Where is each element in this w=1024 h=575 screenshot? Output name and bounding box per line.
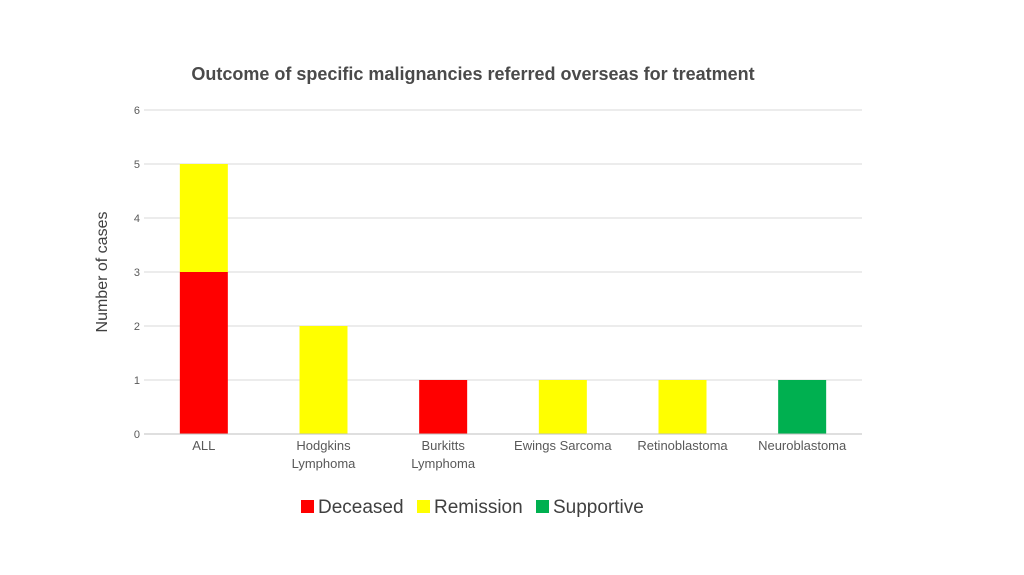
- bar-remission-4: [658, 380, 707, 434]
- y-tick-label: 5: [134, 159, 140, 171]
- bars: [179, 164, 827, 434]
- legend-label-deceased: Deceased: [318, 497, 404, 518]
- bar-remission-1: [299, 326, 348, 434]
- x-tick-label: Lymphoma: [292, 456, 357, 471]
- x-axis-ticks: ALL Hodgkins Lymphoma Burkitts Lymphoma Ewing…: [192, 438, 847, 471]
- y-tick-label: 0: [134, 429, 140, 441]
- x-tick-label: Lymphoma: [411, 456, 476, 471]
- legend: Deceased Remission Supportive: [301, 497, 644, 518]
- y-tick-label: 4: [134, 213, 140, 225]
- legend-swatch-supportive: [536, 500, 549, 513]
- bar-supportive-5: [778, 380, 827, 434]
- bar-deceased-2: [419, 380, 468, 434]
- legend-swatch-deceased: [301, 500, 314, 513]
- chart-title: Outcome of specific malignancies referre…: [191, 64, 754, 84]
- x-tick-label: Hodgkins: [296, 438, 351, 453]
- x-tick-label: ALL: [192, 438, 215, 453]
- y-axis-ticks: 0 1 2 3 4 5 6: [134, 105, 140, 441]
- gridlines: [144, 109, 862, 381]
- y-tick-label: 6: [134, 105, 140, 117]
- legend-label-remission: Remission: [434, 497, 523, 518]
- legend-swatch-remission: [417, 500, 430, 513]
- y-tick-label: 2: [134, 321, 140, 333]
- x-tick-label: Burkitts: [421, 438, 465, 453]
- y-tick-label: 1: [134, 375, 140, 387]
- x-tick-label: Neuroblastoma: [758, 438, 847, 453]
- x-tick-label: Retinoblastoma: [637, 438, 728, 453]
- bar-remission-3: [538, 380, 587, 434]
- bar-remission-0: [179, 164, 228, 272]
- x-tick-label: Ewings Sarcoma: [514, 438, 612, 453]
- y-axis-label: Number of cases: [94, 212, 111, 333]
- bar-deceased-0: [179, 272, 228, 434]
- legend-label-supportive: Supportive: [553, 497, 644, 518]
- y-tick-label: 3: [134, 267, 140, 279]
